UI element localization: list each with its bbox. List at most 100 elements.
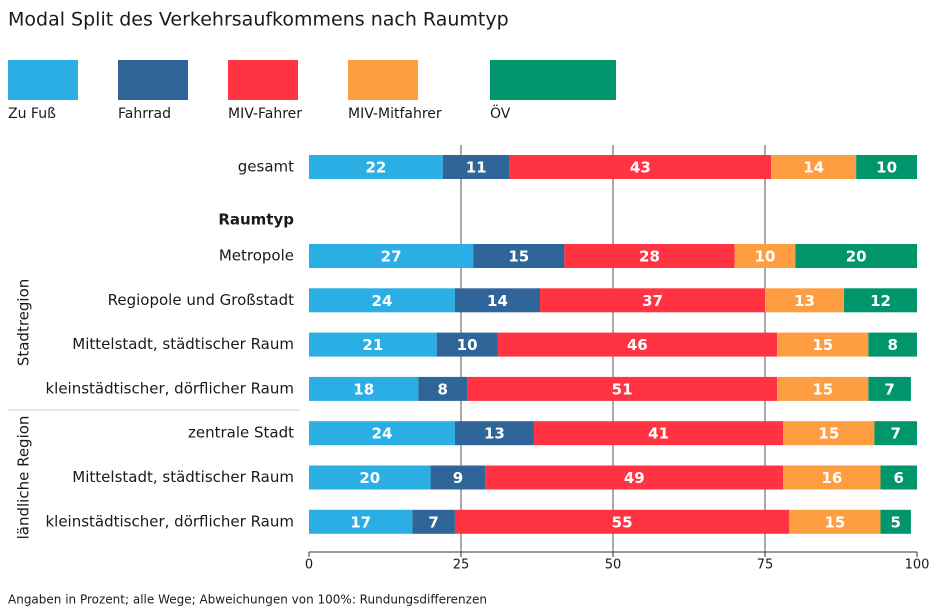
data-label: 10 [876,159,897,177]
data-label: 15 [812,336,833,354]
data-label: 8 [887,336,897,354]
bar-segment [874,421,917,446]
bar-segment [777,376,869,401]
bar-segment [309,376,419,401]
data-label: 10 [457,336,478,354]
bar-segment [880,509,911,534]
legend-label: Zu Fuß [8,106,56,122]
x-tick-label: 0 [305,558,313,573]
data-label: 20 [846,248,867,266]
data-label: 37 [642,292,663,310]
data-label: 14 [803,159,824,177]
data-label: 17 [350,513,371,531]
bar-segment [789,509,881,534]
data-label: 7 [428,513,438,531]
data-label: 22 [365,159,386,177]
bar-segment [868,332,917,357]
data-label: 6 [894,469,904,487]
data-label: 24 [372,425,393,443]
y-tick-label: gesamt [238,158,294,176]
data-label: 8 [438,380,448,398]
data-label: 49 [624,469,645,487]
bar-segment [309,421,455,446]
data-label: 15 [824,513,845,531]
data-label: 5 [891,513,901,531]
bar-segment [844,288,917,313]
data-label: 21 [362,336,383,354]
bar-segment [454,421,534,446]
y-tick-label: kleinstädtischer, dörflicher Raum [45,379,294,397]
bar-segment [783,421,875,446]
data-label: 28 [639,248,660,266]
data-label: 41 [648,425,669,443]
bar-segment [868,376,911,401]
bar-segment [309,509,413,534]
bar-segment [436,332,498,357]
legend-swatch [8,60,78,100]
data-label: 51 [612,380,633,398]
bar-segment [734,244,796,268]
y-tick-label: Mittelstadt, städtischer Raum [72,468,294,486]
bar-segment [497,332,778,357]
bar-segment [309,465,431,490]
bar-segment [309,155,443,179]
group-label: Stadtregion [15,279,33,366]
bar-segment [771,155,857,179]
data-label: 15 [508,248,529,266]
data-label: 24 [372,292,393,310]
bar-segment [856,155,917,179]
legend-label: ÖV [490,104,511,122]
bar-segment [454,288,541,313]
bar-segment [309,288,455,313]
data-label: 15 [812,380,833,398]
data-label: 15 [818,425,839,443]
y-tick-label: zentrale Stadt [188,424,294,442]
data-label: 46 [627,336,648,354]
legend-swatch [228,60,298,100]
y-tick-label: Metropole [219,247,294,265]
data-label: 43 [630,159,651,177]
data-label: 7 [884,380,894,398]
section-label: Raumtyp [218,211,294,229]
bar-segment [467,376,778,401]
bar-segment [418,376,468,401]
legend-swatch [348,60,418,100]
bar-segment [880,465,917,490]
data-label: 13 [484,425,505,443]
data-label: 18 [353,380,374,398]
legend-label: MIV-Fahrer [228,106,302,122]
footnote: Angaben in Prozent; alle Wege; Abweichun… [8,593,487,607]
bar-segment [430,465,486,490]
bar-segment [564,244,735,268]
data-label: 27 [381,248,402,266]
bar-segment [795,244,917,268]
data-label: 16 [821,469,842,487]
y-tick-label: Mittelstadt, städtischer Raum [72,335,294,353]
bar-segment [783,465,881,490]
data-label: 11 [466,159,487,177]
legend-label: Fahrrad [118,106,171,122]
bar-segment [473,244,565,268]
bar-segment [442,155,510,179]
bar-segment [309,332,437,357]
bar-segment [412,509,455,534]
legend-label: MIV-Mitfahrer [348,106,442,122]
legend-swatch [490,60,616,100]
bar-segment [540,288,765,313]
data-label: 55 [612,513,633,531]
group-label: ländliche Region [15,416,33,540]
data-label: 7 [891,425,901,443]
bar-segment [485,465,784,490]
bar-segment [765,288,845,313]
bar-segment [309,244,474,268]
data-label: 12 [870,292,891,310]
data-label: 13 [794,292,815,310]
bar-segment [509,155,772,179]
legend-swatch [118,60,188,100]
x-tick-label: 50 [605,558,622,573]
bar-segment [777,332,869,357]
data-label: 20 [359,469,380,487]
x-tick-label: 25 [453,558,470,573]
chart-title: Modal Split des Verkehrsaufkommens nach … [8,9,509,31]
